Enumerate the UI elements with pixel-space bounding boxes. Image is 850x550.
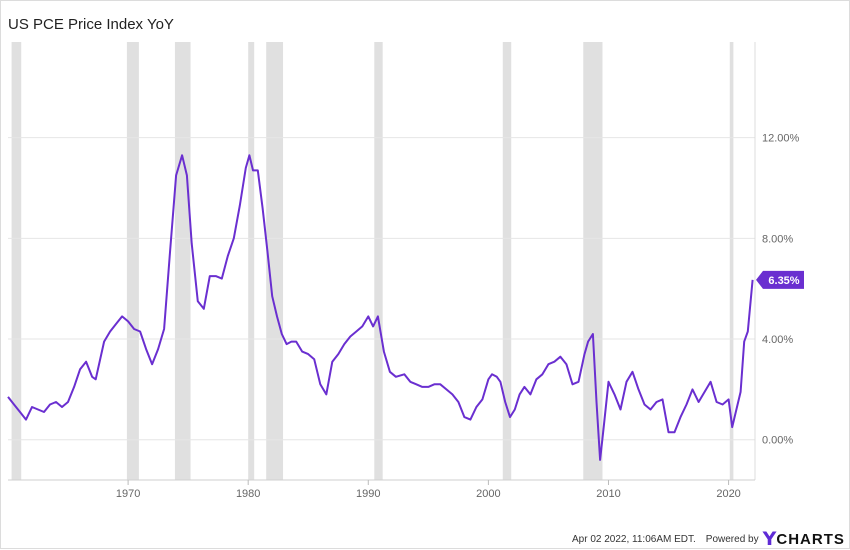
ycharts-logo[interactable]: Powered by Y CHARTS xyxy=(706,528,845,550)
last-value-label: 6.35% xyxy=(768,275,799,287)
gridlines xyxy=(8,42,756,481)
chart-footer: Apr 02 2022, 11:06AM EDT. Powered by Y C… xyxy=(572,528,845,550)
recession-band xyxy=(126,42,139,480)
series-line xyxy=(7,154,754,461)
y-tick-label: 4.00% xyxy=(762,334,793,346)
series-layer xyxy=(7,154,754,461)
recession-band xyxy=(374,42,383,480)
x-axis: 1970 1980 1990 2000 2010 2020 xyxy=(116,480,741,500)
ycharts-wordmark: CHARTS xyxy=(776,530,845,548)
y-axis: 0.00% 4.00% 8.00% 12.00% xyxy=(762,133,800,447)
last-value-badge xyxy=(756,270,804,289)
timestamp: Apr 02 2022, 11:06AM EDT. xyxy=(572,533,696,545)
y-tick-label: 0.00% xyxy=(762,435,793,447)
last-value-callout: 6.35% xyxy=(756,270,804,289)
recession-band xyxy=(502,42,512,480)
x-tick-label: 1980 xyxy=(236,488,260,500)
chart-title: US PCE Price Index YoY xyxy=(8,16,174,33)
x-tick-label: 2010 xyxy=(596,488,620,500)
y-tick-label: 8.00% xyxy=(762,233,793,245)
recession-band xyxy=(11,42,22,480)
recession-band xyxy=(583,42,603,480)
x-tick-label: 1970 xyxy=(116,488,140,500)
recession-band xyxy=(729,42,734,480)
y-tick-label: 12.00% xyxy=(762,133,800,145)
recession-band xyxy=(248,42,255,480)
powered-by-label: Powered by xyxy=(705,533,759,545)
recession-bands xyxy=(11,42,734,480)
x-tick-label: 2020 xyxy=(716,488,740,500)
ycharts-y-icon: Y xyxy=(762,528,777,550)
x-tick-label: 1990 xyxy=(356,488,380,500)
x-tick-label: 2000 xyxy=(476,488,500,500)
recession-band xyxy=(174,42,191,480)
recession-band xyxy=(266,42,284,480)
